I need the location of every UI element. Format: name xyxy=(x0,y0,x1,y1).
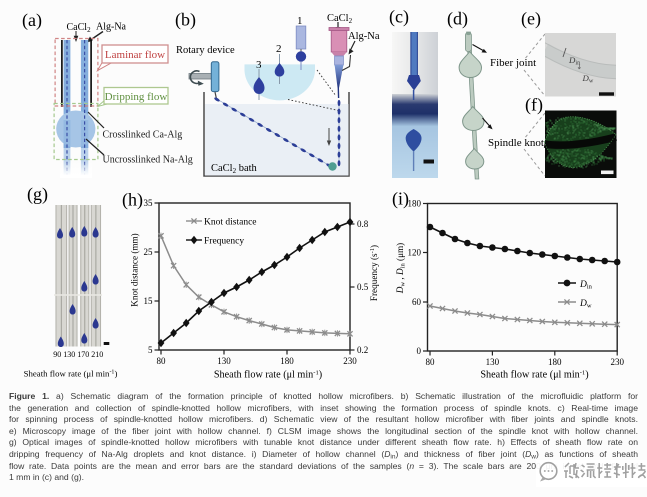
svg-text:80: 80 xyxy=(426,357,436,367)
svg-text:(h): (h) xyxy=(122,190,143,211)
svg-text:Alg-Na: Alg-Na xyxy=(96,22,127,33)
svg-text:Dw: Dw xyxy=(582,73,594,85)
svg-text:3: 3 xyxy=(256,59,262,71)
svg-text:Laminar flow: Laminar flow xyxy=(105,49,165,61)
svg-text:Crosslinked Ca-Alg: Crosslinked Ca-Alg xyxy=(103,130,183,141)
svg-text:120: 120 xyxy=(408,248,422,258)
svg-text:15: 15 xyxy=(144,296,154,306)
svg-text:Knot distance (mm): Knot distance (mm) xyxy=(130,233,140,306)
svg-text:Din: Din xyxy=(568,55,580,67)
svg-text:180: 180 xyxy=(280,356,294,366)
svg-text:Frequency (s-1): Frequency (s-1) xyxy=(369,245,379,301)
svg-text:230: 230 xyxy=(610,357,624,367)
svg-text:130: 130 xyxy=(217,356,231,366)
svg-text:Uncrosslinked Na-Alg: Uncrosslinked Na-Alg xyxy=(103,155,193,166)
svg-text:5: 5 xyxy=(148,345,153,355)
svg-text:180: 180 xyxy=(408,199,422,209)
svg-text:Dw: Dw xyxy=(579,299,592,310)
svg-text:0.2: 0.2 xyxy=(357,345,368,355)
svg-text:(i): (i) xyxy=(392,189,409,210)
svg-text:Spindle knot: Spindle knot xyxy=(488,137,544,149)
svg-text:Alg-Na: Alg-Na xyxy=(348,31,380,42)
svg-text:(g): (g) xyxy=(27,184,48,205)
svg-text:230: 230 xyxy=(343,356,357,366)
svg-text:Dripping flow: Dripping flow xyxy=(105,91,168,103)
svg-text:60: 60 xyxy=(412,297,422,307)
svg-text:35: 35 xyxy=(144,198,154,208)
svg-text:25: 25 xyxy=(144,247,154,257)
svg-text:Frequency: Frequency xyxy=(204,237,244,247)
svg-text:Fiber joint: Fiber joint xyxy=(490,57,536,69)
svg-text:0: 0 xyxy=(417,346,422,356)
svg-text:1: 1 xyxy=(297,15,303,27)
svg-text:180: 180 xyxy=(548,357,562,367)
svg-text:CaCl2: CaCl2 xyxy=(67,22,92,34)
svg-text:80: 80 xyxy=(157,356,167,366)
svg-text:Sheath flow rate (μl min-1): Sheath flow rate (μl min-1) xyxy=(24,369,118,379)
svg-text:Sheath flow rate (μl min-1): Sheath flow rate (μl min-1) xyxy=(480,370,588,381)
svg-text:CaCl2 bath: CaCl2 bath xyxy=(211,163,258,175)
svg-text:(b): (b) xyxy=(175,10,196,31)
svg-text:CaCl2: CaCl2 xyxy=(327,13,353,25)
svg-text:0.8: 0.8 xyxy=(357,219,369,229)
svg-text:(e): (e) xyxy=(521,9,541,30)
svg-text:2: 2 xyxy=(276,43,282,55)
svg-text:Sheath flow rate (μl min-1): Sheath flow rate (μl min-1) xyxy=(214,370,322,381)
svg-text:Rotary device: Rotary device xyxy=(176,45,235,56)
svg-text:(f): (f) xyxy=(525,95,543,116)
svg-text:Din: Din xyxy=(579,280,593,291)
svg-text:90 130 170 210: 90 130 170 210 xyxy=(53,350,103,359)
svg-text:130: 130 xyxy=(486,357,500,367)
svg-text:(d): (d) xyxy=(447,9,468,30)
svg-text:(a): (a) xyxy=(22,10,42,31)
svg-text:Dw , Din (μm): Dw , Din (μm) xyxy=(395,243,407,294)
svg-text:0.5: 0.5 xyxy=(357,282,369,292)
svg-text:Knot distance: Knot distance xyxy=(204,218,257,228)
svg-text:(c): (c) xyxy=(389,7,409,28)
